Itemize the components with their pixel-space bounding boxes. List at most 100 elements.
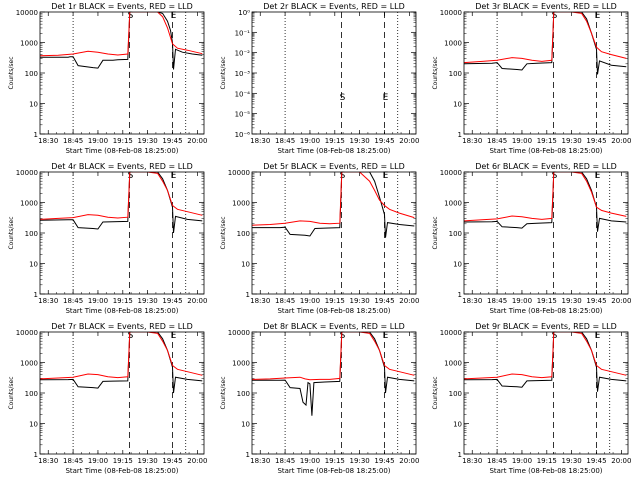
y-tick-label: 1000 bbox=[444, 200, 462, 208]
marker-label-e: E bbox=[595, 171, 601, 181]
x-tick-label: 18:45 bbox=[487, 457, 507, 465]
y-tick-label: 10000 bbox=[16, 9, 38, 17]
series-line-events bbox=[464, 12, 627, 75]
plot-frame bbox=[463, 171, 629, 295]
x-tick-label: 20:00 bbox=[399, 457, 419, 465]
y-tick-label: 10000 bbox=[16, 169, 38, 177]
y-tick-label: 10000 bbox=[228, 169, 250, 177]
x-tick-label: 18:30 bbox=[250, 137, 270, 145]
y-tick-label: 10⁻¹ bbox=[235, 29, 251, 37]
chart-panel-4: Det 4r BLACK = Events, RED = LLD Counts/s… bbox=[8, 162, 207, 315]
y-tick-label: 100 bbox=[25, 70, 38, 78]
y-tick-label: 10⁻³ bbox=[235, 70, 251, 78]
x-tick-label: 18:45 bbox=[487, 297, 507, 305]
x-tick-label: 19:45 bbox=[586, 137, 606, 145]
chart-panel-5: Det 5r BLACK = Events, RED = LLD Counts/s… bbox=[220, 162, 419, 315]
plot-frame bbox=[251, 11, 417, 135]
x-tick-label: 19:45 bbox=[374, 457, 394, 465]
marker-label-e: E bbox=[595, 11, 601, 21]
plot-frame bbox=[39, 331, 205, 455]
chart-panel-3: Det 3r BLACK = Events, RED = LLD Counts/s… bbox=[432, 2, 631, 155]
x-tick-label: 19:15 bbox=[325, 457, 345, 465]
x-tick-label: 19:15 bbox=[537, 457, 557, 465]
y-tick-label: 10 bbox=[453, 101, 462, 109]
x-tick-label: 20:00 bbox=[187, 457, 207, 465]
marker-label-s: S bbox=[128, 171, 134, 181]
y-axis-label: Counts/sec bbox=[8, 376, 15, 409]
y-tick-label: 10⁻² bbox=[235, 50, 251, 58]
x-axis-label: Start Time (08-Feb-08 18:25:00) bbox=[489, 147, 602, 155]
x-tick-label: 19:30 bbox=[138, 457, 158, 465]
y-tick-label: 10000 bbox=[440, 329, 462, 337]
marker-label-s: S bbox=[552, 11, 558, 21]
x-tick-label: 19:00 bbox=[88, 297, 108, 305]
chart-title: Det 6r BLACK = Events, RED = LLD bbox=[475, 162, 617, 171]
x-tick-label: 18:30 bbox=[250, 457, 270, 465]
x-tick-label: 19:15 bbox=[537, 137, 557, 145]
x-tick-label: 19:45 bbox=[374, 297, 394, 305]
x-axis-label: Start Time (08-Feb-08 18:25:00) bbox=[489, 307, 602, 315]
chart-title: Det 3r BLACK = Events, RED = LLD bbox=[475, 2, 617, 11]
y-tick-label: 100 bbox=[25, 390, 38, 398]
chart-panel-9: Det 9r BLACK = Events, RED = LLD Counts/s… bbox=[432, 322, 631, 475]
chart-title: Det 1r BLACK = Events, RED = LLD bbox=[51, 2, 193, 11]
chart-title: Det 2r BLACK = Events, RED = LLD bbox=[263, 2, 405, 11]
x-tick-label: 19:30 bbox=[562, 457, 582, 465]
x-tick-label: 19:15 bbox=[325, 137, 345, 145]
x-tick-label: 18:30 bbox=[462, 457, 482, 465]
x-tick-label: 18:45 bbox=[63, 457, 83, 465]
x-axis-label: Start Time (08-Feb-08 18:25:00) bbox=[65, 467, 178, 475]
plot-frame bbox=[39, 171, 205, 295]
y-tick-label: 10000 bbox=[440, 9, 462, 17]
y-tick-label: 100 bbox=[237, 230, 250, 238]
marker-label-e: E bbox=[171, 331, 177, 341]
marker-label-e: E bbox=[383, 171, 389, 181]
y-tick-label: 1 bbox=[458, 291, 462, 299]
x-tick-label: 19:45 bbox=[162, 297, 182, 305]
x-axis-label: Start Time (08-Feb-08 18:25:00) bbox=[489, 467, 602, 475]
chart-panel-6: Det 6r BLACK = Events, RED = LLD Counts/s… bbox=[432, 162, 631, 315]
y-tick-label: 100 bbox=[449, 390, 462, 398]
x-axis-label: Start Time (08-Feb-08 18:25:00) bbox=[277, 307, 390, 315]
y-tick-label: 10⁰ bbox=[238, 9, 250, 17]
chart-title: Det 7r BLACK = Events, RED = LLD bbox=[51, 322, 193, 331]
chart-title: Det 4r BLACK = Events, RED = LLD bbox=[51, 162, 193, 171]
chart-panel-7: Det 7r BLACK = Events, RED = LLD Counts/s… bbox=[8, 322, 207, 475]
marker-label-s: S bbox=[340, 171, 346, 181]
series-line-lld bbox=[252, 172, 415, 226]
marker-label-s: S bbox=[128, 11, 134, 21]
y-tick-label: 10000 bbox=[228, 329, 250, 337]
y-axis-label: Counts/sec bbox=[432, 56, 439, 89]
x-tick-label: 19:45 bbox=[586, 297, 606, 305]
x-tick-label: 19:15 bbox=[113, 297, 133, 305]
series-line-events bbox=[464, 172, 627, 232]
x-tick-label: 19:15 bbox=[537, 297, 557, 305]
x-tick-label: 19:00 bbox=[512, 457, 532, 465]
plot-frame bbox=[251, 331, 417, 455]
series-line-events bbox=[252, 332, 415, 416]
x-tick-label: 19:30 bbox=[562, 137, 582, 145]
x-tick-label: 19:45 bbox=[162, 457, 182, 465]
x-axis-label: Start Time (08-Feb-08 18:25:00) bbox=[65, 307, 178, 315]
x-tick-label: 20:00 bbox=[611, 457, 631, 465]
y-tick-label: 1 bbox=[246, 291, 250, 299]
y-tick-label: 1000 bbox=[20, 200, 38, 208]
x-tick-label: 19:15 bbox=[325, 297, 345, 305]
y-tick-label: 1 bbox=[458, 131, 462, 139]
marker-label-e: E bbox=[383, 331, 389, 341]
y-tick-label: 100 bbox=[449, 70, 462, 78]
y-tick-label: 10 bbox=[453, 261, 462, 269]
series-line-events bbox=[464, 332, 627, 392]
y-tick-label: 100 bbox=[449, 230, 462, 238]
x-tick-label: 18:45 bbox=[63, 137, 83, 145]
x-tick-label: 20:00 bbox=[187, 297, 207, 305]
y-tick-label: 10 bbox=[241, 421, 250, 429]
y-tick-label: 1000 bbox=[232, 200, 250, 208]
x-tick-label: 20:00 bbox=[399, 137, 419, 145]
y-tick-label: 1 bbox=[34, 131, 38, 139]
x-tick-label: 19:30 bbox=[138, 297, 158, 305]
y-tick-label: 10 bbox=[29, 421, 38, 429]
x-tick-label: 19:30 bbox=[350, 137, 370, 145]
plot-frame bbox=[251, 171, 417, 295]
chart-panel-1: Det 1r BLACK = Events, RED = LLD Counts/s… bbox=[8, 2, 207, 155]
